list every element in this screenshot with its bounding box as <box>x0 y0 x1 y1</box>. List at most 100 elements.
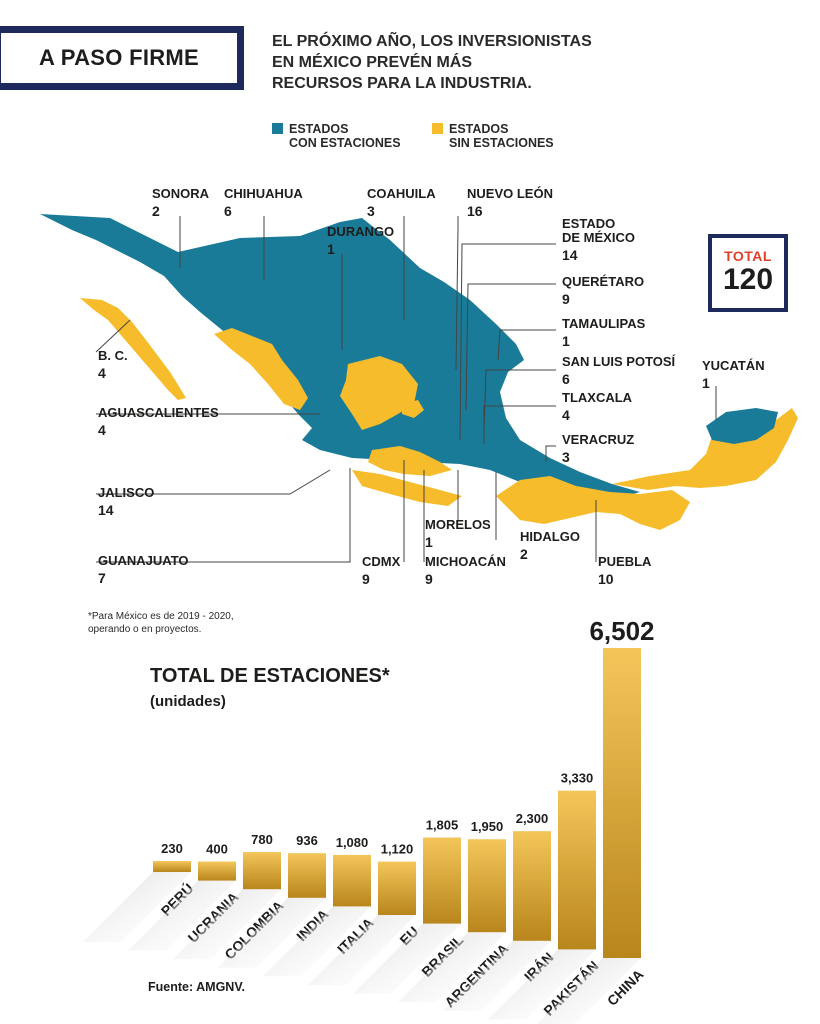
bar-floor-shadow <box>488 949 596 1020</box>
state-value-label: 14 <box>98 502 114 518</box>
bar-floor-shadow <box>83 872 191 942</box>
state-value-label: 3 <box>367 203 375 219</box>
state-name-label: MORELOS <box>425 517 491 532</box>
map-region-teal <box>40 214 640 500</box>
bar-floor-shadow <box>128 880 236 951</box>
state-value-label: 2 <box>152 203 160 219</box>
state-value-label: 9 <box>362 571 370 587</box>
subtitle-line: EN MÉXICO PREVÉN MÁS <box>272 54 473 71</box>
legend-swatch-teal <box>272 123 283 134</box>
map-region-baja <box>80 298 186 400</box>
state-name-label: B. C. <box>98 348 128 363</box>
leader-line <box>497 329 556 361</box>
state-value-label: 4 <box>98 365 106 381</box>
page-subtitle: EL PRÓXIMO AÑO, LOS INVERSIONISTAS EN MÉ… <box>272 31 632 94</box>
map-region-guerrero <box>352 470 462 506</box>
bar-value-label: 1,950 <box>471 819 504 834</box>
state-value-label: 9 <box>562 291 570 307</box>
bar-ucrania <box>198 861 236 881</box>
state-name-label: TAMAULIPAS <box>562 316 646 331</box>
state-name-label: VERACRUZ <box>562 432 634 447</box>
map-region-zacatecas <box>340 356 418 430</box>
bar-floor-shadow <box>218 897 326 968</box>
bar-italia <box>333 854 371 907</box>
state-value-label: 6 <box>224 203 232 219</box>
bar-value-label: 6,502 <box>589 616 654 646</box>
total-label: TOTAL <box>724 248 772 264</box>
bar-value-label: 1,080 <box>336 835 369 850</box>
source-note: Fuente: AMGNV. <box>148 980 245 994</box>
state-value-label: 14 <box>562 247 578 263</box>
map-region-michoacan <box>368 446 452 476</box>
state-value-label: 6 <box>562 371 570 387</box>
state-name-label: QUERÉTARO <box>562 274 644 289</box>
leader-line <box>95 319 131 353</box>
state-value-label: 16 <box>467 203 483 219</box>
bar-value-label: 1,120 <box>381 842 414 857</box>
legend-label: SIN ESTACIONES <box>449 136 554 150</box>
state-name-label: JALISCO <box>98 485 154 500</box>
leader-line <box>483 405 556 444</box>
footnote: *Para México es de 2019 - 2020, operando… <box>88 610 234 636</box>
bar-eu <box>378 861 416 915</box>
state-value-label: 9 <box>425 571 433 587</box>
state-name-label: ESTADO <box>562 216 615 231</box>
bar-china <box>603 648 641 958</box>
bar-floor-shadow <box>537 958 641 1024</box>
leader-line <box>483 369 556 431</box>
state-value-label: 1 <box>702 375 710 391</box>
page-title: A PASO FIRME <box>38 45 200 70</box>
legend-label: ESTADOS <box>449 122 509 136</box>
state-name-label: COAHUILA <box>367 186 436 201</box>
state-name-label: HIDALGO <box>520 529 580 544</box>
leader-line <box>465 283 556 411</box>
footnote-line: operando o en proyectos. <box>88 624 202 635</box>
bar-pakistán <box>558 790 596 950</box>
map-region-oaxaca <box>496 476 690 530</box>
map-region-slp-yellow <box>402 400 424 418</box>
state-name-label: NUEVO LEÓN <box>467 186 553 201</box>
state-value-label: 7 <box>98 570 106 586</box>
state-value-label: 1 <box>562 333 570 349</box>
legend-with-stations: ESTADOS CON ESTACIONES <box>272 122 401 150</box>
legend-label: ESTADOS <box>289 122 349 136</box>
state-name-label: CHIHUAHUA <box>224 186 303 201</box>
bar-floor-shadow <box>173 889 281 960</box>
bar-value-label: 2,300 <box>516 811 549 826</box>
bar-value-label: 1,805 <box>426 818 459 833</box>
state-name-label: DURANGO <box>327 224 394 239</box>
bar-colombia <box>243 852 281 890</box>
state-name-label: SAN LUIS POTOSÍ <box>562 354 676 369</box>
bar-brasil <box>423 837 461 924</box>
bar-irán <box>513 831 551 941</box>
subtitle-line: EL PRÓXIMO AÑO, LOS INVERSIONISTAS <box>272 33 592 50</box>
bar-value-label: 936 <box>296 833 318 848</box>
bar-floor-shadow <box>398 932 506 1003</box>
legend-without-stations: ESTADOS SIN ESTACIONES <box>432 122 554 150</box>
bar-floor-shadow <box>443 940 551 1011</box>
state-name-label: CDMX <box>362 554 401 569</box>
state-value-label: 4 <box>98 422 106 438</box>
bar-value-label: 3,330 <box>561 771 594 786</box>
bar-india <box>288 853 326 898</box>
state-name-label: MICHOACÁN <box>425 554 506 569</box>
state-name-label: SONORA <box>152 186 210 201</box>
state-name-label: TLAXCALA <box>562 390 633 405</box>
bar-value-label: 780 <box>251 832 273 847</box>
leader-line <box>545 445 556 462</box>
leader-line <box>96 468 351 563</box>
chart-unit-label: (unidades) <box>150 693 226 710</box>
state-value-label: 10 <box>598 571 614 587</box>
leader-line <box>455 216 459 371</box>
bar-floor-shadow <box>263 906 371 977</box>
bar-floor-shadow <box>308 915 416 985</box>
total-box: TOTAL 120 <box>708 234 788 312</box>
bar-floor-shadow <box>353 923 461 994</box>
state-name-label: DE MÉXICO <box>562 230 635 245</box>
legend-label: CON ESTACIONES <box>289 136 401 150</box>
leader-line <box>459 243 556 441</box>
bar-value-label: 230 <box>161 841 183 856</box>
